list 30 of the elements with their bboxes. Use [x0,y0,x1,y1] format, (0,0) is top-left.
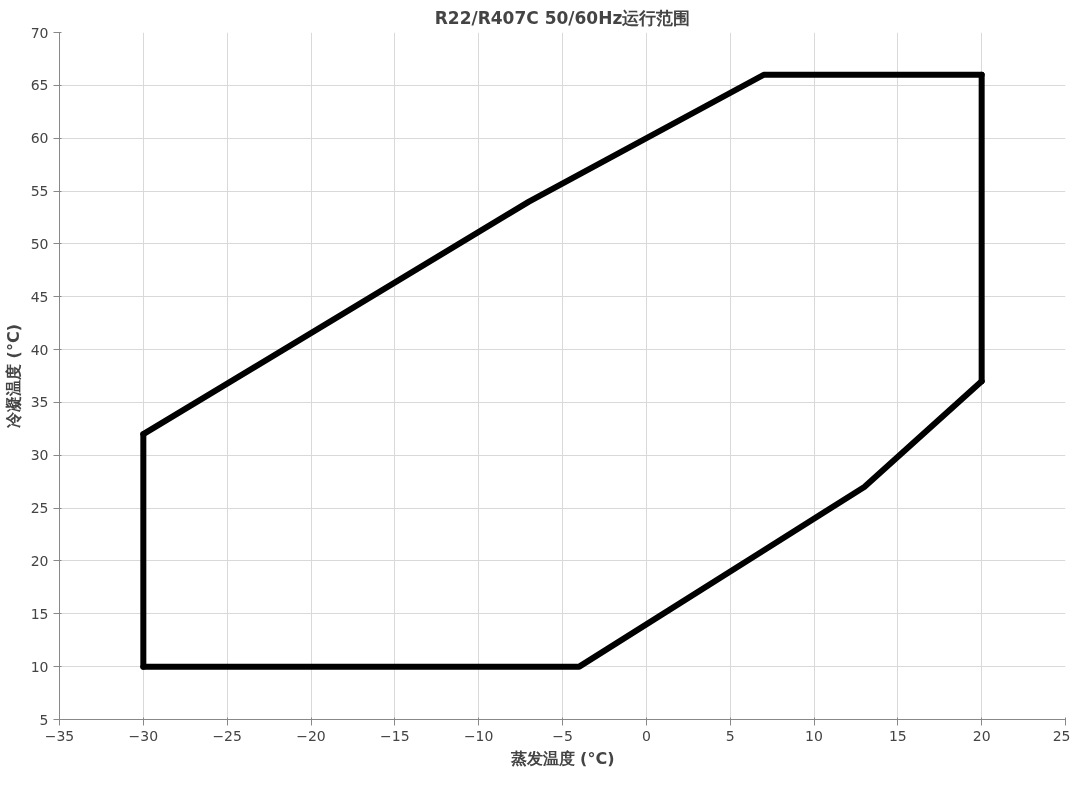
y-tick-label: 10 [30,658,49,675]
y-tick-label: 50 [30,235,49,252]
y-tick-label: 40 [30,341,49,358]
y-tick-label: 65 [30,77,49,94]
y-tick-label: 25 [30,500,49,517]
y-tick-label: 45 [30,288,49,305]
x-tick-label: −35 [44,727,75,744]
x-tick-label: 5 [725,727,735,744]
x-tick-label: 10 [805,727,823,744]
x-tick-label: −15 [380,727,410,744]
x-tick-label: 25 [1052,727,1071,744]
y-tick-label: 60 [30,130,49,147]
y-tick-label: 5 [39,711,49,728]
x-tick-label: 0 [641,727,651,744]
x-tick-label: 15 [888,727,907,744]
y-tick-label: 20 [30,552,49,569]
x-axis-title: 蒸发温度 (°C) [509,748,615,768]
y-tick-label: 15 [30,605,49,622]
x-tick-label: −30 [128,727,159,744]
chart-title: R22/R407C 50/60Hz运行范围 [434,7,691,28]
x-tick-label: 20 [972,727,991,744]
y-tick-label: 35 [30,394,49,411]
x-tick-label: −20 [296,727,326,744]
y-tick-label: 70 [30,24,49,41]
y-axis-title: 冷凝温度 (°C) [3,324,23,428]
x-tick-label: −5 [552,727,573,744]
y-tick-label: 55 [30,183,49,200]
x-tick-label: −25 [212,727,242,744]
x-tick-label: −10 [463,727,494,744]
y-tick-label: 30 [30,447,49,464]
